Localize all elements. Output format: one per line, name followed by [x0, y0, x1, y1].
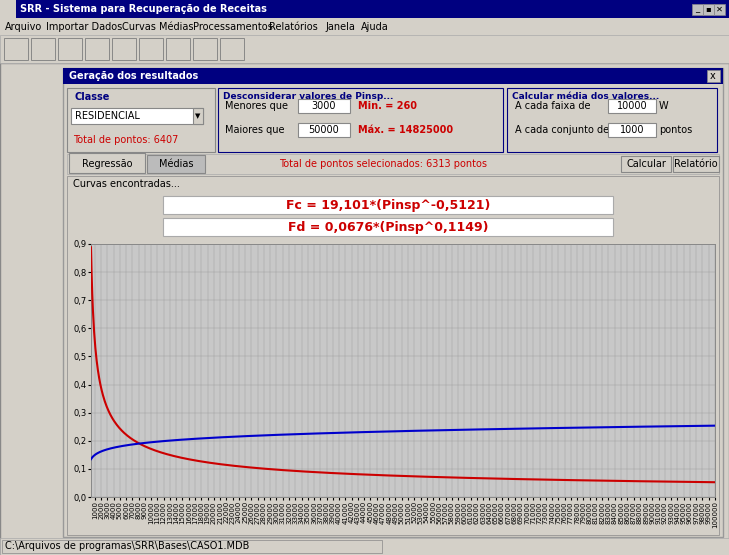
Text: Classe: Classe — [75, 92, 110, 102]
Bar — [0, 0, 729, 18]
Bar — [58, 38, 82, 60]
Text: SRR - Sistema para Recuperação de Receitas: SRR - Sistema para Recuperação de Receit… — [20, 4, 267, 14]
Text: W: W — [659, 101, 668, 111]
Bar — [507, 88, 717, 152]
Bar — [0, 538, 729, 555]
Text: Geração dos resultados: Geração dos resultados — [69, 71, 198, 81]
Bar — [4, 38, 28, 60]
Bar — [193, 38, 217, 60]
Bar — [714, 4, 725, 15]
Text: x: x — [710, 71, 716, 81]
Bar — [163, 218, 613, 236]
Bar — [707, 70, 720, 82]
Text: A cada faixa de: A cada faixa de — [515, 101, 590, 111]
Bar — [147, 155, 205, 173]
Bar — [298, 99, 350, 113]
Text: Total de pontos selecionados: 6313 pontos: Total de pontos selecionados: 6313 ponto… — [279, 159, 487, 169]
Text: Arquivo: Arquivo — [5, 22, 42, 32]
Text: Janela: Janela — [325, 22, 355, 32]
Text: Curvas Médias: Curvas Médias — [122, 22, 193, 32]
Text: 1000: 1000 — [620, 125, 644, 135]
Text: ▼: ▼ — [195, 113, 200, 119]
Text: ✕: ✕ — [715, 4, 722, 13]
Text: Relatórios: Relatórios — [269, 22, 318, 32]
Bar — [67, 176, 719, 535]
Text: Ajuda: Ajuda — [361, 22, 389, 32]
Text: Máx. = 14825000: Máx. = 14825000 — [358, 125, 453, 135]
Bar — [85, 38, 109, 60]
Bar — [193, 108, 203, 124]
Bar — [218, 88, 503, 152]
Bar — [298, 123, 350, 137]
Bar — [166, 38, 190, 60]
Text: 50000: 50000 — [308, 125, 340, 135]
Bar — [692, 4, 703, 15]
Text: Médias: Médias — [159, 159, 193, 169]
Bar — [0, 18, 729, 35]
Bar — [67, 88, 215, 152]
Text: ▪: ▪ — [705, 4, 711, 13]
Bar — [0, 35, 729, 63]
Bar — [2, 540, 382, 553]
Bar — [112, 38, 136, 60]
Bar — [703, 4, 714, 15]
Text: pontos: pontos — [659, 125, 693, 135]
Bar — [0, 0, 16, 18]
Bar — [139, 38, 163, 60]
Text: Curvas encontradas...: Curvas encontradas... — [73, 179, 180, 189]
Text: C:\Arquivos de programas\SRR\Bases\CASO1.MDB: C:\Arquivos de programas\SRR\Bases\CASO1… — [5, 541, 249, 551]
Text: 10000: 10000 — [617, 101, 647, 111]
Text: Menores que: Menores que — [225, 101, 288, 111]
Bar — [621, 156, 671, 172]
Bar — [608, 99, 656, 113]
Text: RESIDENCIAL: RESIDENCIAL — [75, 111, 140, 121]
Text: Fc = 19,101*(Pinsp^-0,5121): Fc = 19,101*(Pinsp^-0,5121) — [286, 199, 490, 211]
Text: Calcular: Calcular — [626, 159, 666, 169]
Text: Total de pontos: 6407: Total de pontos: 6407 — [73, 135, 179, 145]
Bar — [67, 154, 719, 174]
Text: Fd = 0,0676*(Pinsp^0,1149): Fd = 0,0676*(Pinsp^0,1149) — [288, 220, 488, 234]
Text: Regressão: Regressão — [82, 159, 132, 169]
Text: Relatório: Relatório — [674, 159, 718, 169]
Text: Calcular média dos valores...: Calcular média dos valores... — [512, 92, 659, 101]
Bar — [63, 68, 723, 84]
Bar — [69, 153, 145, 173]
Text: _: _ — [695, 4, 699, 13]
Bar — [63, 68, 723, 537]
Bar — [31, 38, 55, 60]
Text: 3000: 3000 — [312, 101, 336, 111]
Bar — [673, 156, 719, 172]
Text: Min. = 260: Min. = 260 — [358, 101, 417, 111]
Bar — [608, 123, 656, 137]
Text: Maiores que: Maiores que — [225, 125, 284, 135]
Text: A cada conjunto de: A cada conjunto de — [515, 125, 609, 135]
Bar — [220, 38, 244, 60]
Text: Desconsiderar valores de Pinsp...: Desconsiderar valores de Pinsp... — [223, 92, 394, 101]
Text: Processamentos: Processamentos — [193, 22, 273, 32]
Text: Importar Dados: Importar Dados — [46, 22, 122, 32]
Bar — [163, 196, 613, 214]
Bar — [71, 108, 203, 124]
Bar — [0, 63, 729, 555]
